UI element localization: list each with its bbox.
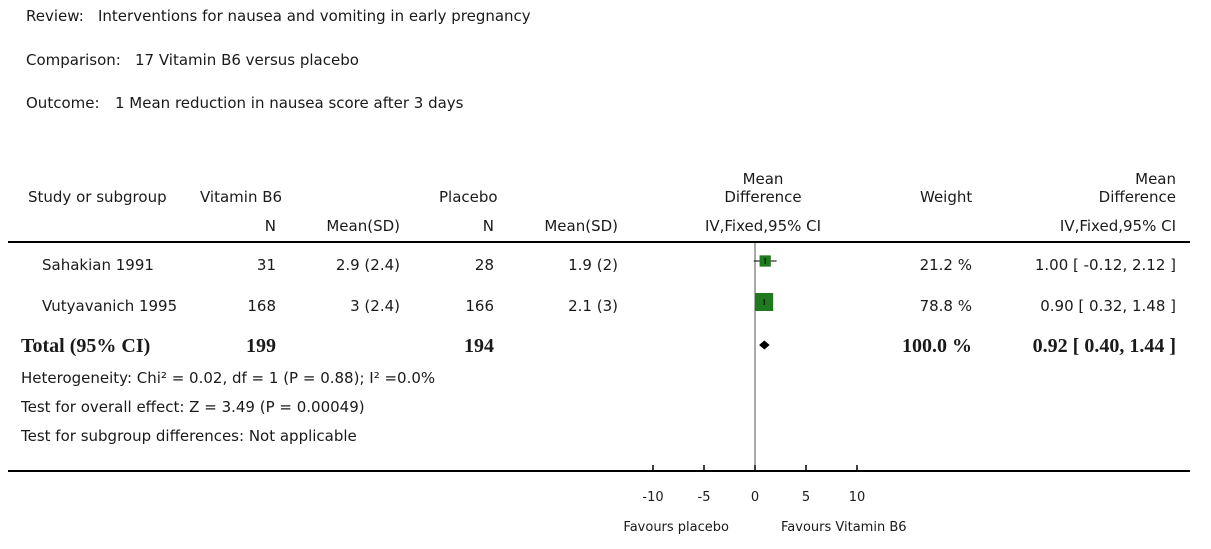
study-ci: 0.90 [ 0.32, 1.48 ]: [1040, 297, 1176, 315]
comparison-label: Comparison:: [26, 51, 121, 69]
header-divider: [8, 241, 1190, 243]
col-n1-header: N: [264, 217, 276, 235]
outcome-title: 1 Mean reduction in nausea score after 3…: [115, 94, 464, 112]
col-mean2-header: Mean(SD): [544, 217, 618, 235]
col-study-header: Study or subgroup: [28, 188, 167, 206]
col-md-header-line2: Difference: [724, 188, 802, 206]
col-n2-header: N: [482, 217, 494, 235]
subgroup-differences-text: Test for subgroup differences: Not appli…: [21, 427, 357, 445]
total-n1: 199: [246, 335, 276, 357]
x-tick-label: -5: [697, 490, 711, 505]
outcome-label: Outcome:: [26, 94, 100, 112]
col-md-header-line3: IV,Fixed,95% CI: [704, 217, 822, 235]
pooled-effect-diamond: [759, 340, 770, 350]
study-ci: 1.00 [ -0.12, 2.12 ]: [1034, 256, 1176, 274]
study-weight: 78.8 %: [919, 297, 972, 315]
x-tick-label: -10: [642, 490, 664, 505]
study-n2: 28: [474, 256, 494, 274]
study-n1: 168: [247, 297, 276, 315]
col-mdci-header-line3: IV,Fixed,95% CI: [1059, 217, 1176, 235]
x-tick-label: 0: [750, 490, 760, 505]
col-weight-header: Weight: [920, 188, 973, 206]
study-mean-sd1: 2.9 (2.4): [335, 256, 400, 274]
col-mdci-header-line1: Mean: [1135, 170, 1176, 188]
heterogeneity-text: Heterogeneity: Chi² = 0.02, df = 1 (P = …: [21, 369, 436, 387]
total-n2: 194: [464, 335, 494, 357]
comparison-title: 17 Vitamin B6 versus placebo: [135, 51, 359, 69]
bottom-divider: [8, 470, 1190, 472]
total-label: Total (95% CI): [21, 335, 151, 357]
x-tick-label: 10: [848, 490, 866, 505]
review-label: Review:: [26, 7, 84, 25]
study-mean-sd2: 2.1 (3): [568, 297, 618, 315]
col-mean1-header: Mean(SD): [326, 217, 400, 235]
x-tick-label: 5: [801, 490, 811, 505]
col-md-header-line1: Mean: [742, 170, 784, 188]
study-weight: 21.2 %: [919, 256, 972, 274]
study-name: Sahakian 1991: [42, 256, 154, 274]
study-mean-sd2: 1.9 (2): [568, 256, 618, 274]
col-group1-header: Vitamin B6: [200, 188, 283, 206]
study-n2: 166: [465, 297, 494, 315]
col-group2-header: Placebo: [439, 188, 498, 206]
study-name: Vutyavanich 1995: [42, 297, 178, 315]
col-mdci-header-line2: Difference: [1098, 188, 1176, 206]
review-title: Interventions for nausea and vomiting in…: [98, 7, 531, 25]
total-weight: 100.0 %: [902, 335, 972, 357]
study-n1: 31: [256, 256, 276, 274]
overall-effect-text: Test for overall effect: Z = 3.49 (P = 0…: [21, 398, 365, 416]
favours-right-label: Favours Vitamin B6: [781, 520, 907, 535]
total-ci: 0.92 [ 0.40, 1.44 ]: [1032, 335, 1176, 357]
study-mean-sd1: 3 (2.4): [350, 297, 400, 315]
favours-left-label: Favours placebo: [623, 520, 729, 535]
